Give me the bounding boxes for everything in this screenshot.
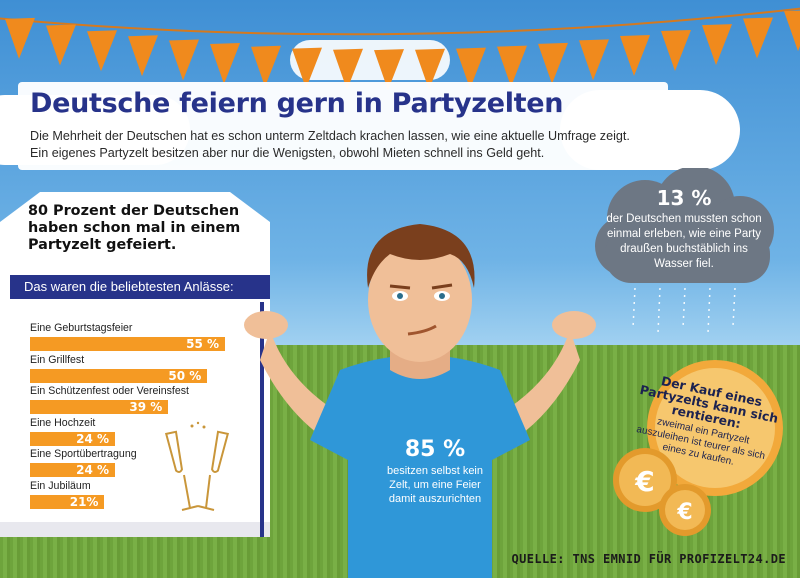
svg-text:€: € — [676, 500, 692, 525]
bunting-flag — [5, 17, 35, 59]
bunting-flag — [415, 48, 445, 90]
bar-value-label: 24 % — [76, 463, 110, 477]
shirt-stat-value: 85 % — [404, 437, 466, 462]
rain-cloud-stat: 13 % der Deutschen mussten schon einmal … — [600, 186, 768, 272]
bunting-flag — [661, 29, 691, 71]
bunting-flag — [87, 30, 117, 72]
bar — [30, 368, 208, 383]
bunting-flag — [128, 35, 158, 77]
intro-card — [18, 82, 668, 170]
intro-line-1: Die Mehrheit der Deutschen hat es schon … — [30, 129, 630, 143]
rain-cloud — [595, 168, 774, 333]
bar — [30, 494, 105, 509]
bunting-flag — [743, 17, 773, 59]
bunting-flag — [292, 47, 322, 89]
bar-value-label: 39 % — [129, 400, 163, 414]
bunting-flag — [210, 43, 240, 85]
source-credit: QUELLE: TNS EMNID FÜR PROFIZELT24.DE — [511, 552, 786, 566]
intro-line-2: Ein eigenes Partyzelt besitzen aber nur … — [30, 146, 545, 160]
bunting-flag — [46, 24, 76, 66]
bar-value-label: 21% — [69, 494, 99, 509]
bunting-flag — [333, 48, 363, 90]
occasions-header: Das waren die beliebtesten Anlässe: — [10, 275, 270, 299]
bar-category-label: Ein Jubiläum — [30, 479, 91, 492]
bunting-flag — [169, 39, 199, 81]
rain-cloud-stat-value: 13 % — [656, 186, 712, 210]
coins-illustration: € € — [613, 360, 783, 536]
bar-category-label: Eine Geburtstagsfeier — [30, 322, 133, 334]
bunting-flag — [579, 39, 609, 81]
bar — [30, 400, 169, 414]
bunting-garland — [0, 7, 800, 91]
bunting-flag — [456, 47, 486, 89]
bar-category-label: Ein Grillfest — [30, 353, 85, 366]
bar-value-label: 55 % — [186, 337, 219, 351]
bar — [30, 431, 116, 446]
bar-value-label: 24 % — [76, 431, 110, 446]
bunting-flag — [374, 49, 404, 91]
bar-category-label: Eine Hochzeit — [30, 416, 96, 429]
shirt-stat-text: besitzen selbst kein Zelt, um eine Feier… — [387, 465, 483, 505]
bunting-flag — [784, 10, 800, 52]
intro-text: Die Mehrheit der Deutschen hat es schon … — [30, 128, 660, 162]
bar-value-label: 50 % — [168, 368, 202, 383]
page-title: Deutsche feiern gern in Partyzelten — [30, 88, 564, 119]
bar — [30, 337, 225, 351]
champagne-glasses-icon — [164, 421, 230, 511]
bar-category-label: Ein Schützenfest oder Vereinsfest — [30, 385, 189, 397]
left-panel-headline: 80 Prozent der Deutschen haben schon mal… — [28, 203, 241, 253]
bar-category-label: Eine Sportübertragung — [30, 448, 137, 460]
svg-text:€: € — [634, 465, 654, 498]
shrugging-person-illustration — [244, 224, 596, 578]
bunting-flag — [497, 45, 527, 87]
rain-cloud-stat-text: der Deutschen mussten schon einmal erleb… — [606, 213, 762, 270]
bunting-flag — [538, 42, 568, 84]
bar — [30, 463, 116, 477]
bunting-flag — [620, 35, 650, 77]
shirt-stat: 85 % besitzen selbst kein Zelt, um eine … — [375, 437, 495, 506]
bunting-flag — [702, 24, 732, 66]
bunting-flag — [251, 45, 281, 87]
